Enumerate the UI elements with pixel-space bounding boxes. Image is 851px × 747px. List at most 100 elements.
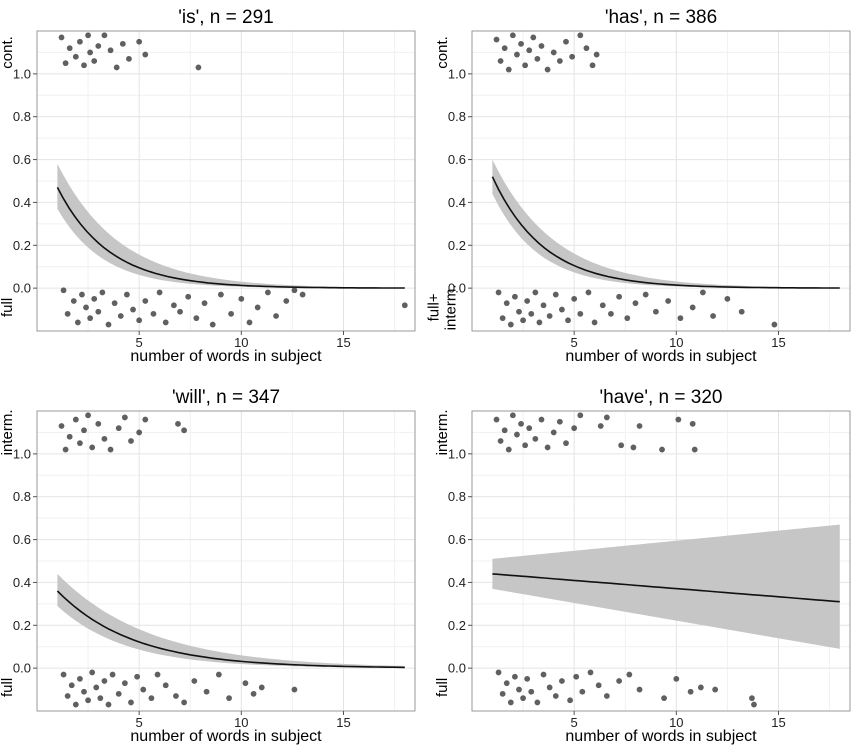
data-point-lower (68, 682, 75, 689)
data-point-upper (636, 423, 643, 429)
data-point-lower (546, 313, 553, 319)
data-point-lower (283, 298, 290, 304)
data-point-lower (503, 680, 510, 687)
data-point-lower (101, 678, 108, 684)
data-point-upper (505, 66, 512, 73)
panel-3: 'will', n = 347 0.0 0.2 0.4 0.6 0.8 1.0 5 10 15 nu… (0, 387, 416, 745)
panel-4: 'have', n = 320 0.0 0.2 0.4 0.6 0.8 1.0 5 10 15 nu… (434, 387, 851, 745)
data-point-upper (509, 32, 516, 39)
data-point-lower (616, 678, 623, 684)
data-point-lower (246, 319, 253, 326)
data-point-upper (72, 416, 79, 423)
y-tick-label: 0.6 (448, 152, 466, 167)
y-tick-label: 0.8 (13, 109, 31, 124)
data-point-lower (665, 298, 672, 304)
data-point-upper (691, 446, 698, 453)
data-point-lower (603, 693, 610, 699)
data-point-lower (130, 306, 136, 313)
data-point-lower (559, 678, 565, 684)
data-point-lower (81, 688, 87, 695)
x-tick-label: 5 (571, 715, 578, 730)
data-point-upper (62, 60, 69, 67)
data-point-lower (673, 675, 680, 682)
data-point-lower (516, 308, 522, 315)
data-point-lower (105, 321, 112, 328)
data-point-lower (238, 295, 245, 302)
data-point-lower (401, 302, 408, 309)
data-point-lower (91, 295, 98, 302)
data-point-upper (518, 40, 524, 47)
y-tick-label: 1.0 (448, 446, 466, 461)
x-axis-label: number of words in subject (130, 728, 322, 745)
data-point-upper (181, 427, 188, 434)
data-point-lower (591, 319, 598, 326)
y-tick-label: 1.0 (13, 446, 31, 461)
data-point-lower (520, 317, 526, 324)
data-point-lower (264, 289, 271, 296)
lower-category-label: full (434, 678, 451, 697)
y-tick-label: 0.0 (448, 281, 466, 296)
data-point-lower (177, 308, 183, 315)
data-point-lower (85, 697, 91, 704)
data-point-lower (573, 673, 580, 680)
data-point-lower (749, 695, 755, 702)
panel-1: 'is', n = 291 0.0 0.2 0.4 0.6 0.8 1.0 5 10 15 numb… (0, 7, 416, 365)
data-point-upper (589, 62, 596, 69)
data-point-lower (148, 695, 155, 702)
data-point-upper (81, 62, 87, 69)
data-point-upper (597, 423, 604, 429)
y-tick-label: 0.0 (448, 661, 466, 676)
confidence-band (492, 524, 840, 649)
lower-category-label: full+ (426, 293, 443, 321)
data-point-upper (497, 58, 504, 64)
x-tick-label: 5 (571, 335, 578, 350)
data-point-lower (142, 298, 149, 304)
data-point-lower (70, 298, 77, 304)
data-point-lower (532, 289, 539, 296)
data-point-lower (512, 673, 518, 680)
data-point-lower (540, 302, 547, 309)
y-tick-label: 0.4 (13, 195, 31, 210)
data-point-lower (193, 315, 200, 322)
data-point-lower (95, 308, 102, 315)
data-point-upper (538, 43, 545, 49)
data-point-lower (93, 684, 100, 691)
data-point-upper (113, 64, 120, 71)
data-point-lower (228, 310, 235, 317)
data-point-lower (217, 291, 224, 298)
data-point-lower (524, 298, 531, 304)
data-point-lower (571, 295, 578, 302)
data-point-lower (60, 671, 67, 678)
x-tick-label: 15 (336, 335, 350, 350)
data-point-lower (495, 289, 502, 296)
data-point-lower (632, 300, 639, 307)
data-point-upper (659, 446, 665, 453)
data-point-upper (95, 420, 102, 427)
x-axis-label: number of words in subject (130, 348, 322, 365)
data-point-lower (642, 291, 649, 298)
data-point-upper (119, 40, 126, 47)
data-point-lower (170, 302, 177, 309)
data-point-lower (516, 686, 522, 693)
data-point-lower (226, 695, 232, 702)
data-point-lower (162, 682, 169, 689)
y-tick-label: 0.4 (13, 575, 31, 590)
data-point-lower (565, 317, 571, 324)
data-point-upper (493, 36, 500, 43)
upper-category-label: cont. (434, 36, 451, 69)
data-point-lower (699, 289, 706, 296)
data-point-lower (495, 669, 502, 676)
data-point-lower (89, 669, 96, 676)
data-point-upper (534, 55, 541, 62)
data-point-lower (105, 701, 112, 708)
data-point-lower (134, 673, 141, 680)
data-point-upper (526, 425, 533, 432)
data-point-lower (626, 671, 633, 678)
y-tick-label: 0.6 (13, 532, 31, 547)
data-point-lower (534, 699, 541, 706)
data-point-lower (121, 680, 128, 687)
data-point-upper (544, 66, 551, 73)
plot-border (471, 410, 851, 712)
data-point-lower (689, 304, 696, 311)
panel-title: 'has', n = 386 (605, 7, 717, 28)
